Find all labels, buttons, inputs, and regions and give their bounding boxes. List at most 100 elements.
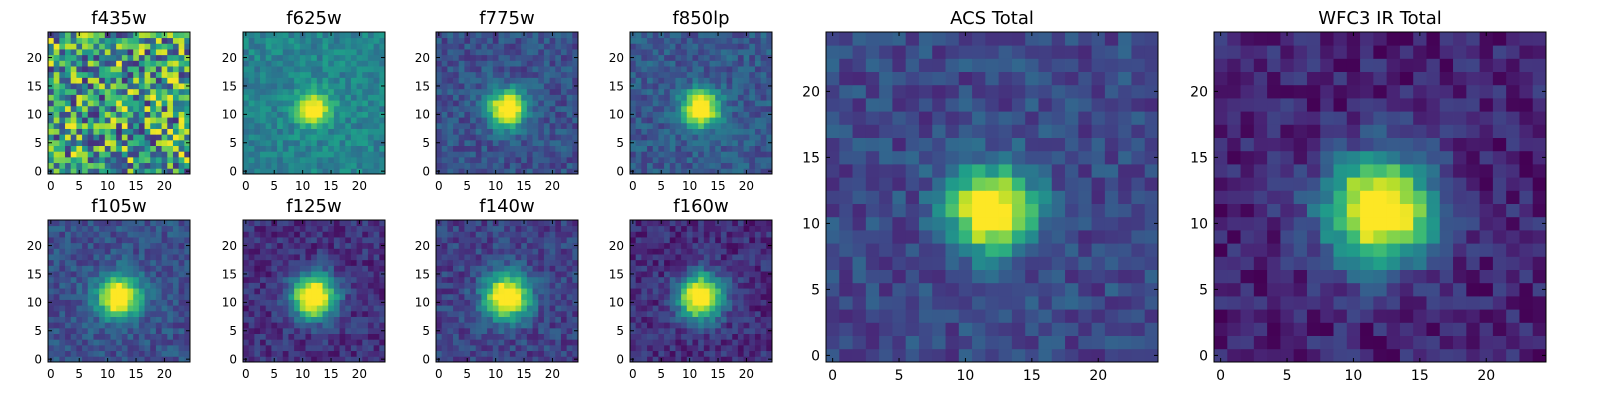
heatmap-cell [294,100,301,107]
heatmap-cell [167,339,174,346]
heatmap-cell [178,248,185,255]
heatmap-cell [82,83,89,90]
heatmap-cell [350,242,357,249]
heatmap-cell [754,156,762,164]
heatmap-cell [481,248,488,255]
heatmap-cell [161,71,168,78]
heatmap-cell [305,162,312,169]
heatmap-cell [121,327,128,334]
heatmap-cell [754,77,762,84]
heatmap-cell [82,231,89,238]
heatmap-cell [379,128,386,135]
heatmap-cell [138,356,145,363]
heatmap-cell [104,88,111,95]
heatmap-cell [492,254,499,261]
heatmap-cell [470,293,477,300]
heatmap-cell [458,356,465,363]
heatmap-cell [749,37,756,44]
heatmap-cell [664,105,671,112]
heatmap-cell [566,134,573,141]
heatmap-cell [453,134,460,141]
heatmap-cell [82,88,89,95]
heatmap-cell [515,100,522,107]
heatmap-cell [458,151,465,158]
heatmap-cell [647,271,654,278]
heatmap-cell [138,333,145,340]
heatmap-cell [350,305,357,312]
heatmap-cell [362,305,369,312]
heatmap-cell [549,242,556,249]
heatmap-cell [260,162,267,169]
heatmap-cell [379,254,386,261]
heatmap-cell [373,231,380,238]
heatmap-cell [532,139,539,146]
heatmap-cell [549,350,556,357]
heatmap-cell [254,356,261,363]
heatmap-cell [82,43,89,50]
heatmap-cell [487,54,494,61]
heatmap-cell [362,220,369,227]
heatmap-cell [470,71,477,78]
heatmap-cell [167,248,174,255]
heatmap-cell [116,37,123,44]
heatmap-cell [504,350,511,357]
heatmap-cell [167,333,174,340]
heatmap-cell [481,271,488,278]
heatmap-cell [133,288,140,295]
heatmap-cell [167,128,174,135]
heatmap-cell [635,282,642,289]
y-tick-label: 10 [222,296,237,310]
heatmap-cell [288,282,295,289]
heatmap-cell [498,105,505,112]
heatmap-cell [464,344,471,352]
heatmap-cell [560,242,568,249]
heatmap-cell [248,242,255,249]
heatmap-cell [566,105,573,112]
heatmap-cell [481,49,488,56]
heatmap-cell [299,117,306,124]
heatmap-cell [692,356,699,363]
heatmap-cell [760,327,767,334]
heatmap-cell [333,43,340,50]
heatmap-cell [675,350,682,357]
heatmap-cell [481,77,488,84]
heatmap-cell [436,162,443,169]
heatmap-cell [254,242,261,249]
heatmap-cell [76,237,83,244]
heatmap-cell [521,293,528,300]
heatmap-cell [526,310,533,317]
heatmap-cell [698,322,705,329]
heatmap-cell [726,299,733,306]
heatmap-cell [543,156,550,164]
heatmap-cell [322,305,329,312]
heatmap-cell [743,151,750,158]
heatmap-cell [311,305,318,312]
heatmap-cell [53,100,60,107]
heatmap-cell [379,237,386,244]
heatmap-cell [265,94,272,101]
heatmap-cell [447,105,454,112]
heatmap-cell [277,111,284,118]
heatmap-cell [560,83,568,90]
heatmap-cell [373,265,380,272]
heatmap-cell [104,231,111,238]
heatmap-cell [521,43,528,50]
heatmap-cell [260,168,267,175]
heatmap-cell [243,225,250,232]
heatmap-cell [82,265,89,272]
heatmap-cell [481,111,488,118]
heatmap-cell [487,117,494,124]
heatmap-cell [333,288,340,295]
heatmap-cell [692,145,699,152]
heatmap-cell [277,259,284,266]
heatmap-cell [362,322,369,329]
heatmap-cell [754,327,762,334]
heatmap-cell [248,310,255,317]
heatmap-cell [322,254,329,261]
heatmap-cell [698,54,705,61]
heatmap-cell [367,248,375,255]
heatmap-cell [726,105,733,112]
heatmap-cell [698,299,705,306]
heatmap-cell [172,259,180,266]
heatmap-cell [362,248,369,255]
